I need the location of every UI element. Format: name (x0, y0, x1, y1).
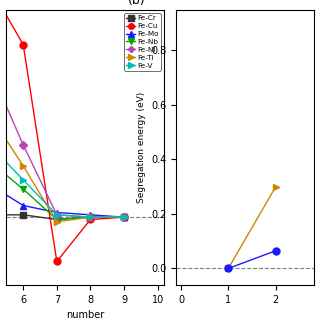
Text: (b): (b) (128, 0, 146, 7)
Fe-Mo (21, 204, 25, 207)
Fe-Cr (55, 218, 59, 221)
Fe-Ti (55, 220, 59, 224)
Fe-Cu (122, 215, 126, 219)
Fe-Cu (55, 260, 59, 263)
Legend: Fe-Cr, Fe-Cu, Fe-Mo, Fe-Nb, Fe-Ni, Fe-Ti, Fe-V: Fe-Cr, Fe-Cu, Fe-Mo, Fe-Nb, Fe-Ni, Fe-Ti… (124, 13, 161, 71)
Fe-Ti (89, 215, 92, 219)
Fe-Nb (89, 215, 92, 219)
Line: Fe-Cu: Fe-Cu (0, 0, 128, 265)
Fe-Ti (21, 164, 25, 168)
Fe-Cr (89, 215, 92, 219)
Fe-Ni (122, 215, 126, 219)
Fe-Cu (21, 43, 25, 46)
Fe-Nb (122, 215, 126, 219)
Line: Fe-Ni: Fe-Ni (0, 65, 127, 220)
X-axis label: number: number (66, 310, 105, 320)
Line: Fe-Nb: Fe-Nb (0, 158, 128, 223)
Fe-Cr (122, 215, 126, 219)
Fe-Ni (55, 213, 59, 217)
Fe-V (55, 213, 59, 217)
Fe-Nb (55, 218, 59, 221)
Fe-Mo (122, 215, 126, 219)
Line: Fe-Cr: Fe-Cr (0, 212, 128, 223)
Y-axis label: Segregation energy (eV): Segregation energy (eV) (137, 92, 146, 203)
Fe-V (89, 215, 92, 219)
Fe-Ti (122, 215, 126, 219)
Fe-V (21, 178, 25, 182)
Fe-Ni (21, 143, 25, 147)
Fe-Mo (89, 213, 92, 217)
Fe-Nb (21, 187, 25, 191)
Fe-V (122, 215, 126, 219)
Fe-Mo (55, 211, 59, 214)
Line: Fe-V: Fe-V (0, 141, 128, 220)
Fe-Cu (89, 218, 92, 221)
Fe-Ni (89, 215, 92, 219)
Line: Fe-Ti: Fe-Ti (0, 111, 128, 225)
Fe-Cr (21, 213, 25, 217)
Line: Fe-Mo: Fe-Mo (0, 181, 128, 220)
